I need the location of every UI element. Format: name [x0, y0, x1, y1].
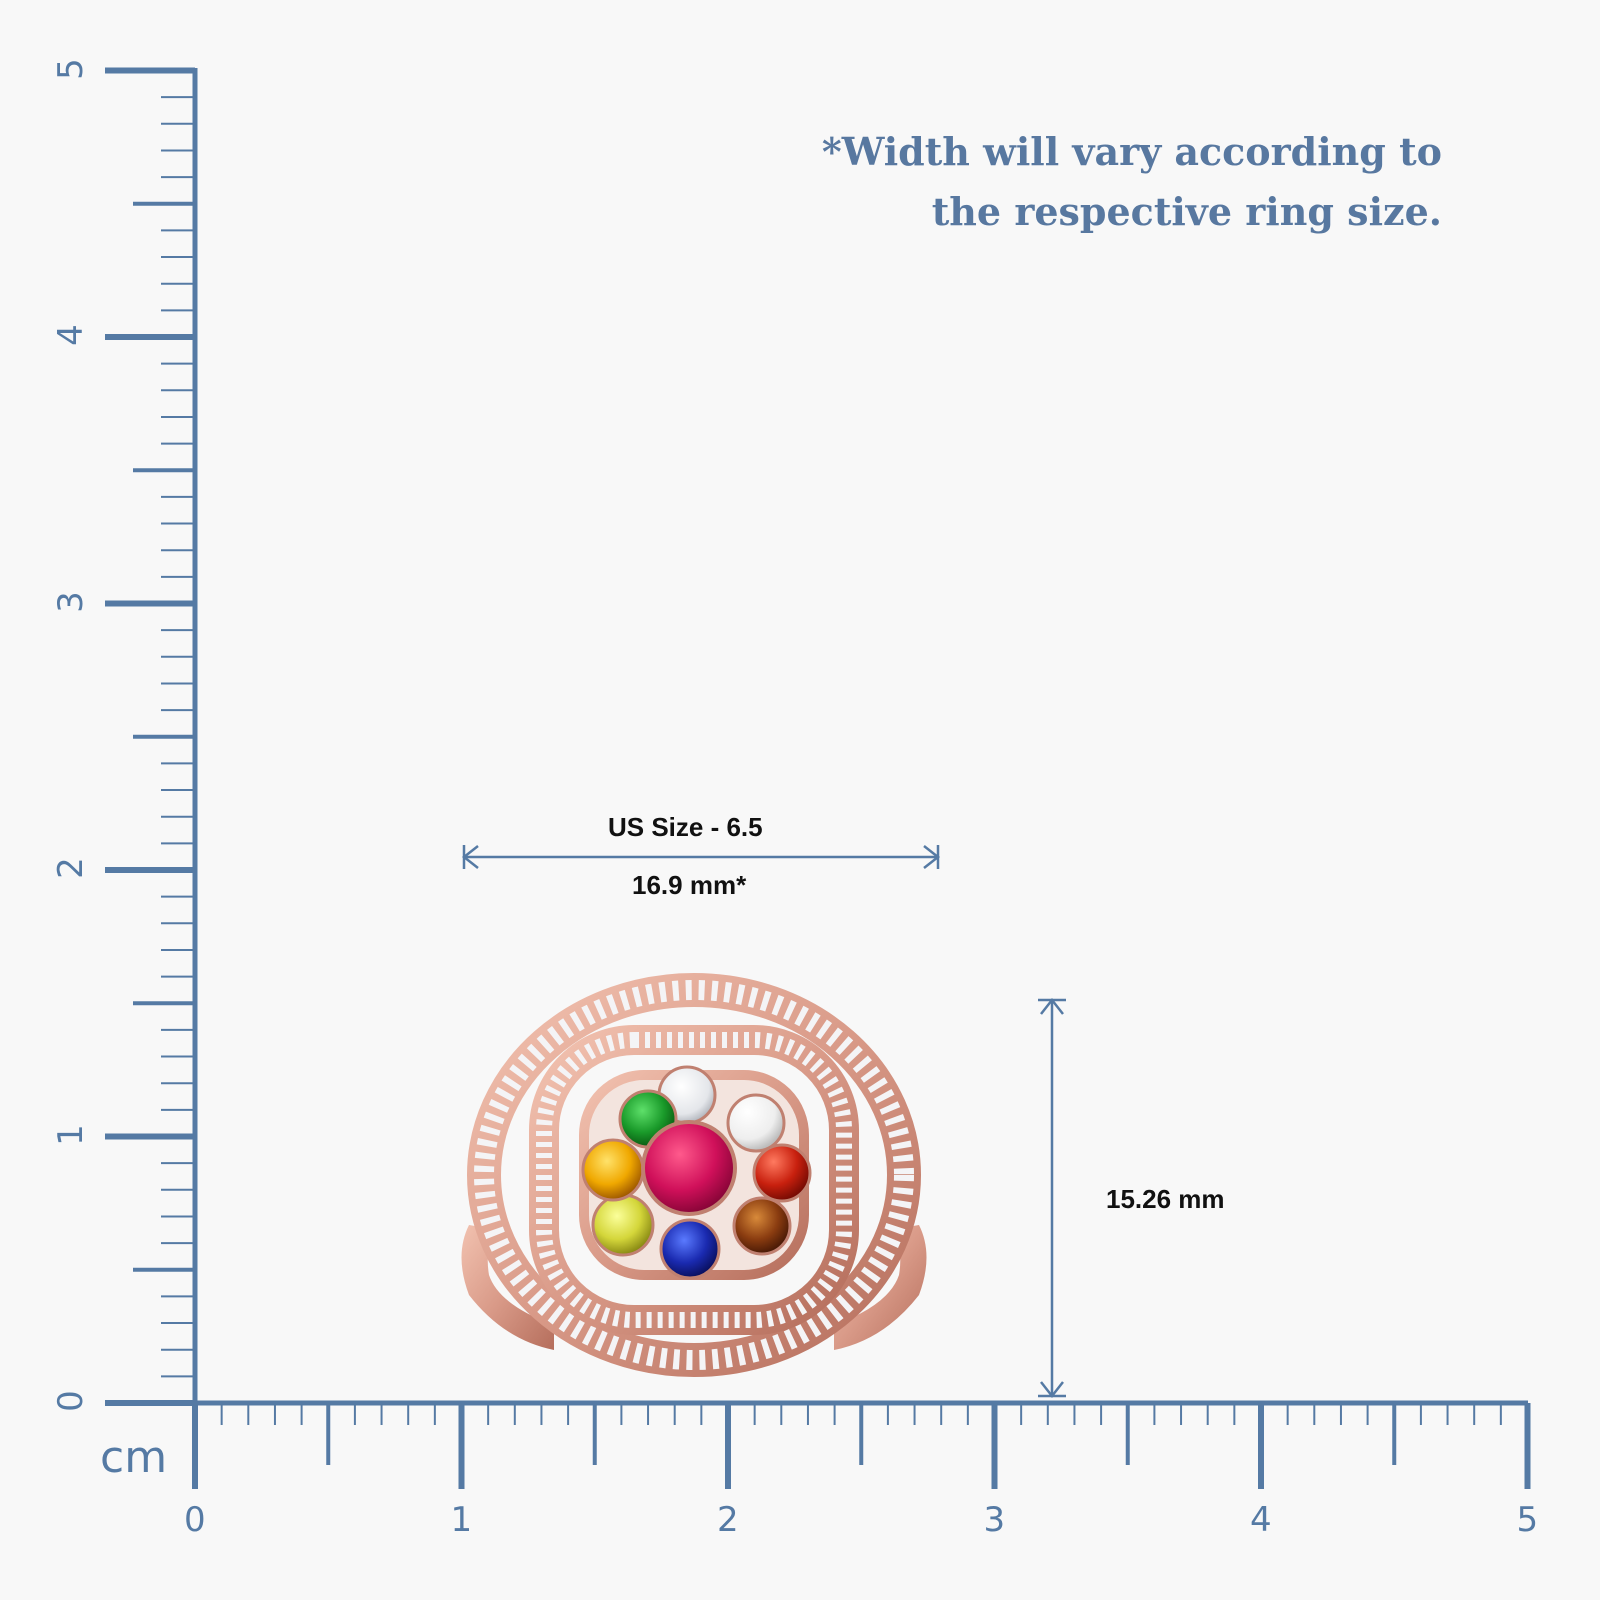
ruby-stone	[641, 1120, 737, 1216]
x-axis-label: 1	[450, 1500, 473, 1540]
height-measure-label: 15.26 mm	[1106, 1184, 1225, 1214]
blue-sapphire-stone	[659, 1218, 721, 1280]
x-axis-label: 2	[717, 1500, 739, 1540]
y-axis-label: 0	[50, 1390, 91, 1412]
y-axis-label: 2	[50, 857, 91, 879]
ring-image	[461, 973, 927, 1377]
x-axis-label: 0	[184, 1500, 206, 1540]
yellow-sapphire-stone	[581, 1138, 645, 1202]
y-axis-label: 3	[50, 590, 91, 613]
x-axis-label: 3	[983, 1500, 1006, 1540]
vertical-ruler	[105, 67, 198, 1406]
ring-band	[461, 1225, 554, 1350]
x-axis-label: 4	[1250, 1500, 1272, 1540]
width-note-line1: *Width will vary according to	[821, 129, 1442, 174]
garnet-stone	[732, 1196, 792, 1256]
ring-size-label: US Size - 6.5	[608, 812, 763, 842]
width-measure-label: 16.9 mm*	[632, 870, 747, 900]
coral-stone	[752, 1143, 812, 1203]
y-axis-label: 4	[50, 324, 91, 346]
width-note: *Width will vary according to the respec…	[742, 122, 1442, 242]
pearl-stone	[726, 1093, 786, 1153]
height-dimension-arrow	[1038, 997, 1066, 1399]
width-dimension-arrow	[461, 845, 941, 869]
cats-eye-stone	[591, 1193, 655, 1257]
width-note-line2: the respective ring size.	[931, 189, 1442, 234]
y-axis-label: 5	[50, 57, 91, 80]
y-axis-label: 1	[50, 1123, 91, 1146]
unit-label: cm	[100, 1432, 168, 1483]
horizontal-ruler	[192, 1400, 1531, 1489]
x-axis-label: 5	[1516, 1500, 1539, 1540]
